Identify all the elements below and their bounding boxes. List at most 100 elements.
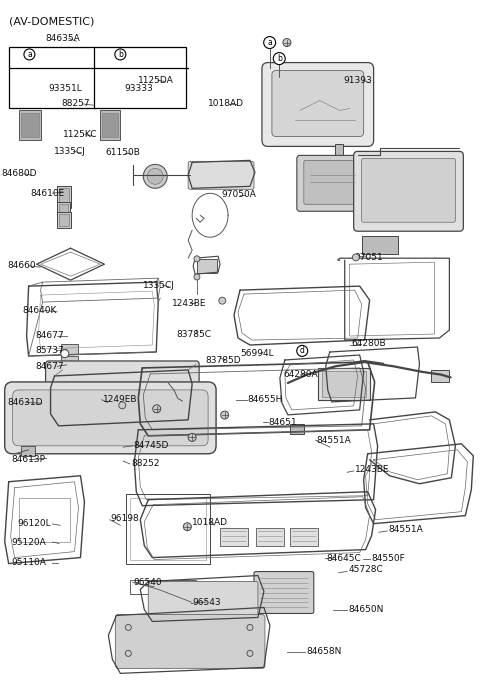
Text: 1018AD: 1018AD [207,99,243,108]
Bar [59,188,70,206]
Text: 83785C: 83785C [177,330,212,338]
Circle shape [283,38,291,47]
FancyBboxPatch shape [254,572,314,614]
Bar [21,446,35,456]
Text: 84677: 84677 [35,362,64,370]
Text: (AV-DOMESTIC): (AV-DOMESTIC) [9,17,95,27]
FancyBboxPatch shape [354,152,463,231]
Text: 1018AD: 1018AD [192,518,228,527]
FancyBboxPatch shape [297,155,369,211]
Text: 1249EB: 1249EB [103,395,137,404]
Bar [335,145,343,160]
Bar [100,110,120,140]
Text: 93351L: 93351L [48,84,82,93]
Text: 84635A: 84635A [46,34,81,43]
FancyBboxPatch shape [5,382,216,454]
Text: 84551A: 84551A [388,525,423,534]
Text: 93333: 93333 [124,84,153,93]
Bar [57,187,72,208]
Bar [432,370,449,382]
Text: 97051: 97051 [354,253,383,262]
Text: 1335CJ: 1335CJ [54,147,86,156]
Circle shape [273,52,285,64]
Text: 84660: 84660 [7,261,36,271]
Text: 1125KC: 1125KC [63,130,97,139]
Text: 84658N: 84658N [306,647,341,656]
Bar [60,344,78,354]
Text: 84651: 84651 [269,417,297,426]
Text: 84650N: 84650N [348,605,384,614]
Circle shape [24,49,35,60]
FancyBboxPatch shape [115,614,265,668]
Bar [19,498,71,542]
Text: 88252: 88252 [131,459,159,468]
Bar [126,493,210,563]
Text: 95120A: 95120A [11,538,46,547]
Circle shape [247,650,253,656]
Text: 84645C: 84645C [326,554,361,563]
Bar [256,528,284,546]
Text: 84680D: 84680D [1,169,37,178]
Circle shape [125,624,132,630]
Text: 97050A: 97050A [222,190,257,199]
Circle shape [194,274,200,280]
FancyBboxPatch shape [304,160,361,204]
Text: 84655H: 84655H [248,395,283,404]
Circle shape [119,402,126,409]
FancyBboxPatch shape [272,71,364,136]
Circle shape [221,411,228,419]
Text: 1243BE: 1243BE [355,465,389,474]
Circle shape [144,164,167,188]
Text: 61150B: 61150B [105,148,140,157]
Circle shape [247,624,253,630]
Bar [130,579,196,593]
Text: d: d [300,347,305,355]
Bar [318,368,370,400]
Circle shape [219,297,226,304]
Text: 84745D: 84745D [134,441,169,450]
Bar [102,113,119,138]
FancyBboxPatch shape [46,361,199,387]
Bar [21,113,38,138]
Text: 96540: 96540 [134,578,162,587]
Text: 84640K: 84640K [23,306,57,315]
Circle shape [188,433,196,441]
Bar [60,356,78,366]
Text: 84610E: 84610E [30,189,65,198]
Bar [130,498,206,560]
FancyBboxPatch shape [262,63,373,146]
Text: a: a [27,50,32,59]
Bar [59,204,69,218]
Text: 84613P: 84613P [11,455,45,464]
FancyBboxPatch shape [148,582,258,617]
Bar [19,110,41,140]
Circle shape [352,254,360,261]
Circle shape [61,350,69,358]
Text: 91393: 91393 [343,75,372,85]
Text: 83785D: 83785D [205,356,241,365]
Bar [290,424,304,434]
FancyBboxPatch shape [12,390,208,446]
Text: 56994L: 56994L [240,350,274,358]
Circle shape [115,49,126,60]
Bar [322,371,366,397]
Bar [9,47,186,108]
Text: a: a [267,38,272,47]
Bar [361,236,397,254]
Text: 1125DA: 1125DA [138,75,173,85]
FancyBboxPatch shape [188,161,254,189]
Text: 1243BE: 1243BE [172,299,206,308]
Circle shape [153,405,161,413]
Bar [290,528,318,546]
Bar [59,215,70,226]
FancyBboxPatch shape [361,159,456,222]
Text: 96543: 96543 [192,598,221,607]
Circle shape [264,36,276,48]
Text: 95110A: 95110A [11,559,46,568]
Text: 84631D: 84631D [7,398,43,407]
Circle shape [183,523,192,531]
Text: b: b [118,50,123,59]
Text: 64280A: 64280A [283,370,318,379]
Text: 96198: 96198 [111,514,140,523]
Text: 45728C: 45728C [348,565,383,575]
